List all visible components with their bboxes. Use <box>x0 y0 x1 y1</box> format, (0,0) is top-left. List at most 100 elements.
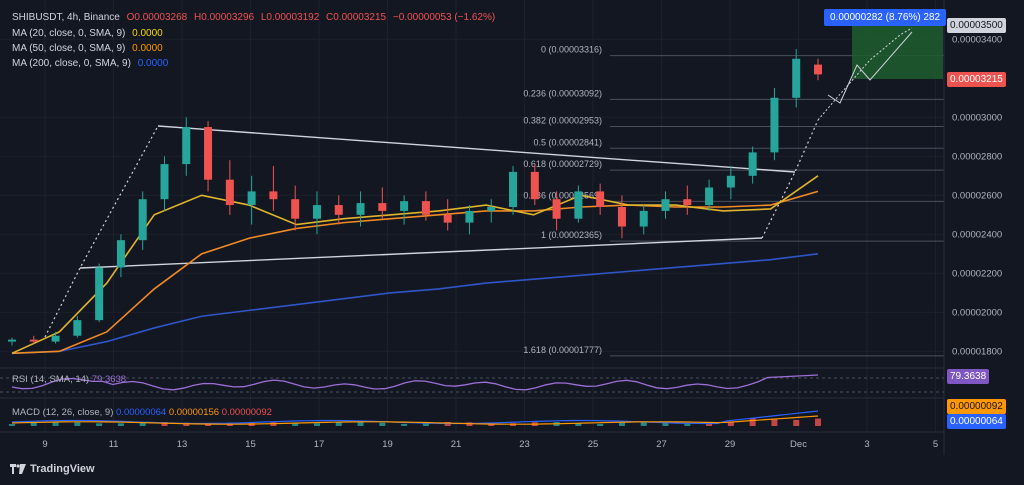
candle[interactable] <box>247 175 256 225</box>
candle[interactable] <box>378 187 387 219</box>
candle[interactable] <box>530 164 539 206</box>
macd-histogram-bar <box>292 423 299 426</box>
macd-histogram-bar <box>379 422 386 426</box>
open-value: O0.00003268 <box>126 12 188 23</box>
candle[interactable] <box>596 183 605 215</box>
candle-body <box>792 58 801 98</box>
candle[interactable] <box>443 199 452 231</box>
candle[interactable] <box>552 191 561 231</box>
candle[interactable] <box>617 195 626 239</box>
ma200-line[interactable] <box>11 253 819 355</box>
macd-histogram-bar <box>727 422 734 426</box>
candle[interactable] <box>421 191 430 221</box>
macd-histogram-bar <box>205 423 212 426</box>
candle-body <box>95 267 104 321</box>
ma200-value: 0.0000 <box>137 58 169 69</box>
projection-path-dotted <box>817 27 913 121</box>
candle[interactable] <box>661 191 670 219</box>
y-tick-label: 0.00002800 <box>952 151 1002 162</box>
tradingview-logo[interactable]: TradingView <box>10 463 95 475</box>
candle[interactable] <box>95 263 104 323</box>
macd-label: MACD (12, 26, close, 9) <box>12 407 114 418</box>
ma200-legend[interactable]: MA (200, close, 0, SMA, 9) 0.0000 <box>12 58 172 69</box>
macd-legend[interactable]: MACD (12, 26, close, 9) 0.00000064 0.000… <box>12 407 272 418</box>
candle-body <box>683 199 692 206</box>
candle[interactable] <box>814 58 822 81</box>
macd-histogram-bar <box>357 422 364 426</box>
candle[interactable] <box>705 179 714 211</box>
ma20-label: MA (20, close, 0, SMA, 9) <box>12 28 126 39</box>
macd-histogram-bar <box>30 422 37 426</box>
candle[interactable] <box>356 191 365 227</box>
fib-level-label: 0.5 (0.00002841) <box>533 137 602 147</box>
candle-body <box>814 64 822 75</box>
candle[interactable] <box>291 185 300 231</box>
macd-value-2: 0.00000156 <box>168 407 220 418</box>
candle[interactable] <box>748 146 757 184</box>
rsi-legend[interactable]: RSI (14, SMA, 14) 79.3638 <box>12 374 126 385</box>
candle[interactable] <box>400 195 409 225</box>
macd-histogram-bar <box>815 418 821 426</box>
candle[interactable] <box>138 191 147 250</box>
candle[interactable] <box>509 166 518 215</box>
ma50-line[interactable] <box>11 190 819 355</box>
macd-histogram-bar <box>9 424 15 426</box>
candle[interactable] <box>334 195 343 225</box>
candle[interactable] <box>487 199 496 223</box>
target-zone <box>852 24 943 79</box>
macd-histogram-bar <box>183 422 190 426</box>
candle[interactable] <box>160 156 169 211</box>
candle[interactable] <box>726 166 735 200</box>
candle[interactable] <box>639 205 648 235</box>
ma50-legend[interactable]: MA (50, close, 0, SMA, 9) 0.0000 <box>12 43 167 54</box>
target-projection <box>817 24 943 121</box>
fib-level-label: 1.618 (0.00001777) <box>523 345 602 355</box>
candle-body <box>705 187 714 206</box>
macd-histogram-bar <box>640 422 647 426</box>
macd-signal-line[interactable] <box>11 415 819 425</box>
candle[interactable] <box>574 185 583 223</box>
candle[interactable] <box>225 160 234 215</box>
candle-body <box>596 191 605 208</box>
x-tick-label: 5 <box>933 439 938 450</box>
macd-histogram-bar <box>662 422 669 426</box>
macd-histogram-bar <box>684 423 691 426</box>
target-measure-label[interactable]: 0.00000282 (8.76%) 282 <box>824 9 947 26</box>
projection-path <box>827 31 913 104</box>
candle[interactable] <box>51 331 60 344</box>
candle[interactable] <box>792 49 801 108</box>
candle-body <box>530 171 539 200</box>
candle[interactable] <box>770 88 779 161</box>
ma20-legend[interactable]: MA (20, close, 0, SMA, 9) 0.0000 <box>12 28 167 39</box>
candle-body <box>748 152 757 176</box>
candle[interactable] <box>73 316 82 338</box>
candle[interactable] <box>29 335 38 344</box>
candle[interactable] <box>204 121 213 192</box>
symbol-name[interactable]: SHIBUSDT, 4h, Binance <box>12 12 120 23</box>
rsi-line[interactable] <box>11 374 819 391</box>
x-tick-label: 9 <box>42 439 47 450</box>
candle[interactable] <box>182 117 191 176</box>
candle[interactable] <box>312 191 321 235</box>
x-tick-label: 13 <box>177 439 188 450</box>
candle[interactable] <box>269 166 278 211</box>
macd-histogram-bar <box>96 423 103 426</box>
candle-body <box>160 164 169 200</box>
candle-body <box>378 203 387 211</box>
ma50-value: 0.0000 <box>132 43 163 54</box>
candle-body <box>291 199 300 219</box>
candle[interactable] <box>8 337 16 346</box>
high-value: H0.00003296 <box>194 12 255 23</box>
current-price-label[interactable]: 0.00003215 <box>947 72 1006 87</box>
macd-histogram-bar <box>401 423 408 426</box>
macd-histogram-bar <box>793 419 800 426</box>
y-tick-label: 0.00002400 <box>952 229 1002 240</box>
candle-body <box>116 240 125 268</box>
candle[interactable] <box>465 205 474 235</box>
candle[interactable] <box>116 234 125 278</box>
candle[interactable] <box>683 185 692 215</box>
candle-body <box>225 179 234 206</box>
symbol-legend[interactable]: SHIBUSDT, 4h, Binance O0.00003268 H0.000… <box>12 12 499 23</box>
ma50-label: MA (50, close, 0, SMA, 9) <box>12 43 126 54</box>
